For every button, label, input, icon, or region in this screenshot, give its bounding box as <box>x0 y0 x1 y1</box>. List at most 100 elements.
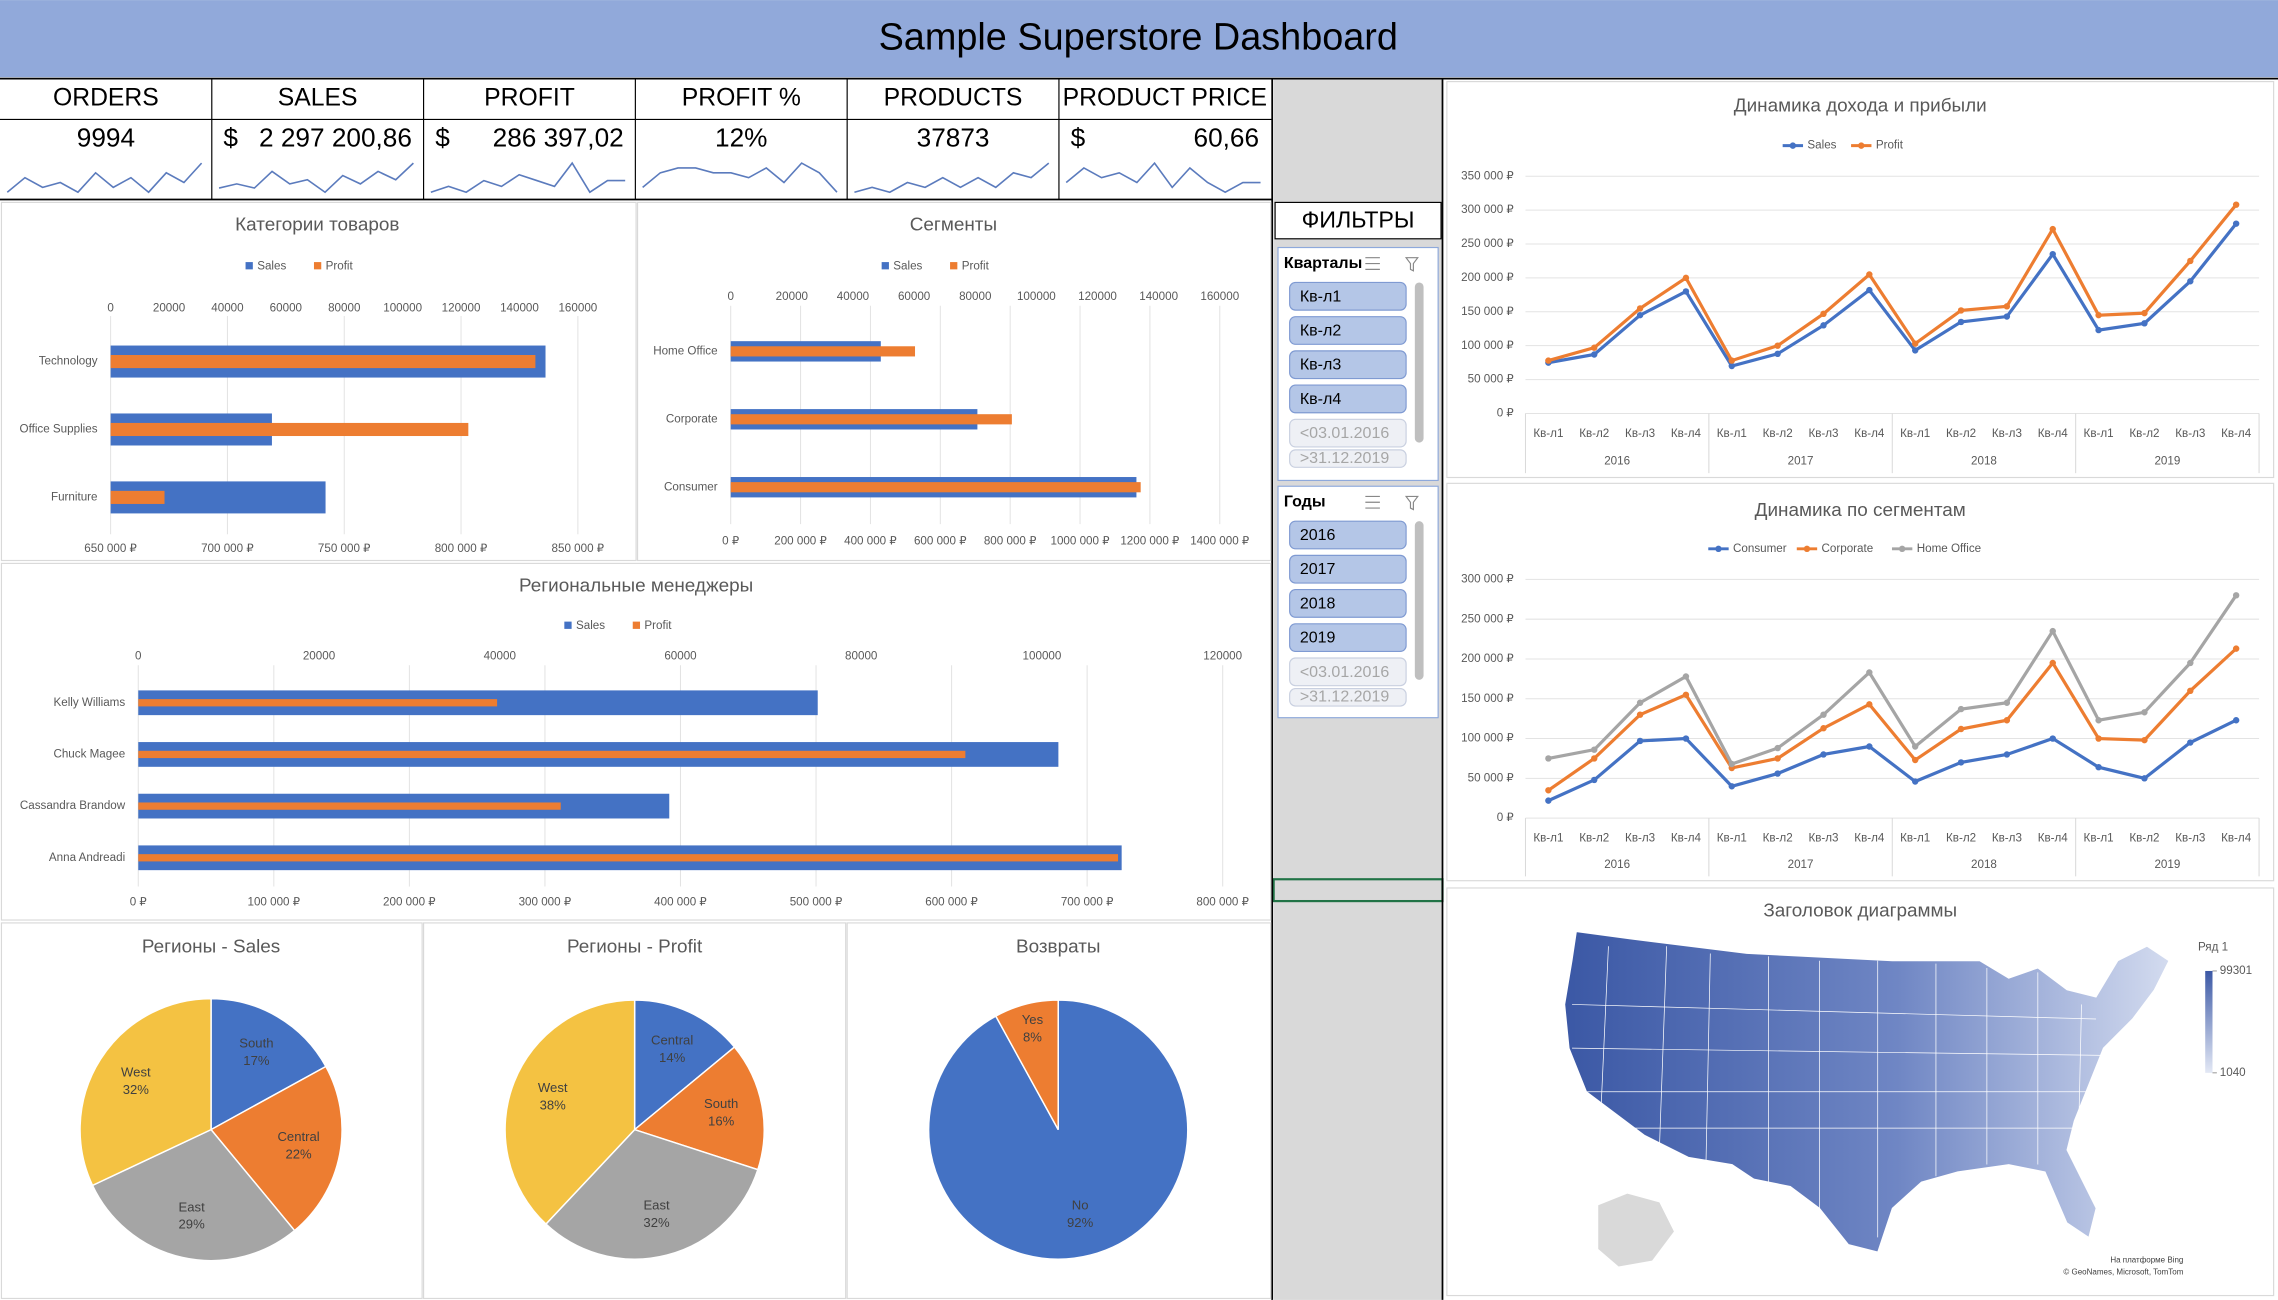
x2-tick-label: 120000 <box>1203 650 1242 663</box>
slicer-item[interactable] <box>1289 316 1407 345</box>
us-map <box>1564 931 2170 1267</box>
x2-tick-label: 100000 <box>1017 290 1056 303</box>
slicer-item[interactable] <box>1289 623 1407 653</box>
x2-tick-label: 20000 <box>776 290 809 303</box>
x-tick-label: Кв-л1 <box>1717 832 1747 845</box>
x2-tick-label: 80000 <box>959 290 992 303</box>
slicer-item[interactable] <box>1289 520 1407 550</box>
line-marker <box>1866 286 1873 294</box>
line-marker <box>1820 711 1827 718</box>
line-marker <box>2003 717 2011 724</box>
category-label: Cassandra Brandow <box>20 799 126 812</box>
x-group-label: 2017 <box>1788 858 1814 871</box>
legend-label: Sales <box>257 260 286 273</box>
slicer-item[interactable] <box>1289 589 1407 618</box>
line-marker <box>1545 357 1552 364</box>
x-tick-label: 800 000 ₽ <box>435 542 488 555</box>
line-marker <box>2095 735 2102 742</box>
y-tick-label: 300 000 ₽ <box>1461 572 1514 585</box>
legend-swatch <box>881 262 889 270</box>
scale-tick-label: 1040 <box>2220 1066 2246 1079</box>
line-marker <box>1591 351 1598 358</box>
kpi-label: PROFIT % <box>682 85 801 112</box>
line-marker <box>2187 687 2194 695</box>
x-tick-label: Кв-л4 <box>1854 832 1885 845</box>
y-tick-label: 200 000 ₽ <box>1461 271 1514 284</box>
slicer-item[interactable] <box>1289 554 1407 584</box>
line-marker <box>1545 787 1552 794</box>
slicer-item-label: >31.12.2019 <box>1300 450 1390 467</box>
pie-value-label: 38% <box>540 1097 567 1112</box>
kpi-label: SALES <box>278 85 358 112</box>
x-group-label: 2017 <box>1788 455 1814 468</box>
slicer-item[interactable] <box>1289 418 1407 448</box>
kpi-value: 9994 <box>77 123 135 153</box>
x-group-label: 2016 <box>1604 455 1630 468</box>
line-marker <box>2095 763 2102 771</box>
line-marker <box>1820 725 1827 732</box>
x-tick-label: Кв-л1 <box>2084 427 2114 440</box>
pie-label: South <box>704 1096 738 1111</box>
line-marker <box>2049 250 2056 258</box>
line-marker <box>2187 257 2194 265</box>
kpi-label: PRODUCT PRICE <box>1063 85 1267 112</box>
x-tick-label: Кв-л3 <box>2175 427 2205 440</box>
pie-slice <box>209 1065 343 1232</box>
chart-title: Возвраты <box>1016 937 1101 958</box>
filter-title: ФИЛЬТРЫ <box>1302 206 1415 232</box>
x-tick-label: Кв-л1 <box>1717 427 1747 440</box>
line-marker <box>1591 755 1598 762</box>
line-marker <box>1636 305 1644 312</box>
slicer-item-label: Кв-л2 <box>1300 322 1341 339</box>
line-marker <box>2141 320 2148 327</box>
pie-slice <box>994 999 1059 1130</box>
x2-tick-label: 0 <box>727 290 734 303</box>
x-tick-label: Кв-л2 <box>1763 832 1793 845</box>
slicer-item[interactable] <box>1289 281 1407 311</box>
slicer-item[interactable] <box>1289 384 1407 414</box>
panel-borders <box>0 81 2275 1300</box>
line-marker <box>2141 775 2148 782</box>
category-label: Furniture <box>51 490 98 503</box>
pie-value-label: 14% <box>659 1050 686 1065</box>
scrollbar <box>1414 282 1424 443</box>
category-label: Corporate <box>666 412 718 425</box>
slicer-item[interactable] <box>1289 350 1407 380</box>
slicer-item-label: 2019 <box>1300 630 1336 647</box>
x2-tick-label: 40000 <box>837 290 870 303</box>
x2-tick-label: 40000 <box>484 650 517 663</box>
line-marker <box>1774 350 1781 358</box>
category-label: Chuck Magee <box>53 748 125 761</box>
slicer-item-label: <03.01.2016 <box>1300 664 1390 681</box>
line-marker <box>2003 751 2011 758</box>
x2-tick-label: 140000 <box>1139 290 1178 303</box>
line-marker <box>1636 737 1644 745</box>
line-marker <box>1591 746 1598 753</box>
x-tick-label: 200 000 ₽ <box>383 896 436 909</box>
x-tick-label: 0 ₽ <box>130 896 148 909</box>
x-group-label: 2016 <box>1604 858 1630 871</box>
line-marker <box>2049 659 2056 667</box>
line-marker <box>1591 344 1598 351</box>
line-marker <box>2049 627 2056 635</box>
slicer-item[interactable] <box>1289 687 1407 707</box>
slicer-item[interactable] <box>1289 657 1407 687</box>
category-label: Technology <box>39 355 98 368</box>
line-marker <box>1957 318 1965 326</box>
pie-value-label: 22% <box>285 1146 312 1161</box>
pie-slice <box>79 997 212 1187</box>
pie-slice <box>504 999 636 1226</box>
x2-tick-label: 80000 <box>328 302 361 315</box>
x-tick-label: Кв-л1 <box>1900 427 1930 440</box>
line-marker <box>1957 759 1965 766</box>
pie-label: No <box>1072 1198 1089 1213</box>
slicer-item-label: <03.01.2016 <box>1300 425 1390 442</box>
pie-slice <box>544 1128 759 1260</box>
x-tick-label: Кв-л3 <box>1625 832 1655 845</box>
y-tick-label: 0 ₽ <box>1497 811 1515 824</box>
slicer-item[interactable] <box>1289 449 1407 468</box>
chart-title: Динамика дохода и прибыли <box>1734 95 1987 116</box>
legend-label: Sales <box>893 260 922 273</box>
y-tick-label: 200 000 ₽ <box>1461 652 1514 665</box>
